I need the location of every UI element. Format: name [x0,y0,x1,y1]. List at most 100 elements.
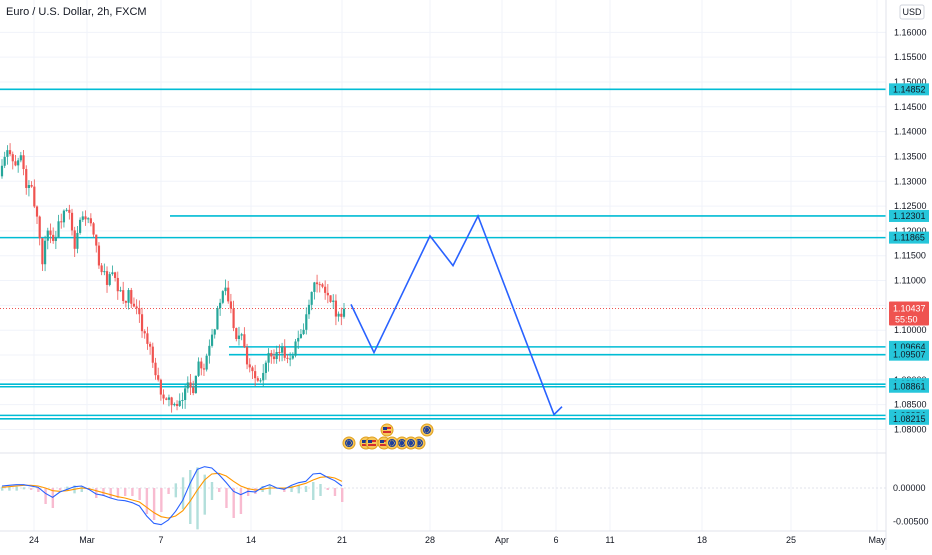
price-tick-label: 1.13500 [894,151,927,161]
macd-histogram-bar [246,488,250,496]
price-tick-label: 1.11500 [894,251,926,261]
macd-signal-line [1,472,343,519]
candle-body [30,185,33,187]
candle-body [205,355,208,370]
macd-histogram-bar [8,486,11,491]
macd-histogram-bar [283,488,286,492]
candle-body [184,388,187,400]
level-tag [889,412,929,425]
macd-histogram-bar [29,488,33,490]
candle-body [324,286,327,293]
candle-body [186,382,189,389]
candle-body [262,372,265,381]
candle-body [6,150,9,157]
macd-histogram-bar [181,477,185,510]
candle-body [22,155,25,170]
macd-histogram-bar [80,486,83,492]
currency-label: USD [902,7,922,17]
candle-body [97,245,101,266]
candle-body [229,301,232,309]
macd-histogram-bar [290,486,293,492]
candle-body [111,272,114,275]
candle-body [299,334,303,338]
macd-histogram-bar [160,488,163,512]
candle-body [297,337,300,342]
macd-histogram-bar [167,488,170,494]
candle-body [116,277,119,292]
candle-body [100,265,103,273]
candle-body [159,379,162,395]
candle-body [70,212,74,231]
price-tick-label: 1.12500 [894,201,927,211]
horizontal-levels[interactable] [0,88,886,420]
forecast-path[interactable] [350,214,563,417]
macd-histogram-bar [66,486,69,491]
eur-event-icon[interactable] [385,436,399,450]
macd-histogram-bar [210,482,214,500]
candle-body [27,185,31,188]
candle-body [65,209,68,211]
candle-body [280,346,284,353]
candle-body [62,210,66,223]
candle-body [33,186,36,207]
candle-body [283,346,286,358]
macd-histogram-bar [225,488,228,508]
usd-event-icon[interactable] [365,436,379,450]
candle-body [251,367,254,372]
macd-histogram-bar [116,488,120,498]
candle-body [170,397,173,406]
candle-body [149,343,152,347]
eur-event-icon[interactable] [420,423,434,437]
candle-body [192,387,195,394]
macd-histogram-bar [254,488,257,494]
eur-event-icon[interactable] [342,436,356,450]
candle-body [197,361,200,376]
price-tick-label: 1.11000 [894,276,926,286]
candle-body [289,358,292,360]
macd-histogram-bar [232,488,235,518]
candle-body [291,355,294,359]
time-tick-label: Apr [495,535,509,545]
time-tick-label: 21 [337,535,347,545]
candle-body [52,234,55,241]
level-tags: 1.148521.123011.118651.096641.095071.089… [889,83,929,425]
price-tick-label: 1.08500 [894,400,927,410]
candle-body [89,218,92,224]
price-tick-label: 1.13000 [894,176,927,186]
price-tick-label: 1.08000 [894,424,927,434]
macd-histogram-bar [1,486,4,491]
candle-body [154,362,157,376]
level-tag [889,83,929,96]
candle-body [3,156,6,166]
candle-body [127,290,130,303]
time-tick-label: 25 [786,535,796,545]
candle-body [318,284,321,286]
candle-body [143,331,146,334]
candle-body [202,368,206,370]
time-tick-label: 24 [29,535,39,545]
candle-body [140,314,144,332]
candle-body [57,221,60,238]
candle-body [73,230,76,249]
candle-body [95,234,98,246]
candle-body [210,334,214,346]
level-tag-label: 1.11865 [893,233,925,243]
usd-event-icon[interactable] [380,423,394,437]
macd-histogram-bar [131,488,134,496]
eur-event-icon[interactable] [404,436,418,450]
event-markers[interactable] [342,423,434,450]
time-tick-label: Mar [79,535,95,545]
candle-body [227,287,230,302]
macd-pane [0,466,886,530]
currency-button[interactable] [899,4,925,20]
candle-body [248,364,251,368]
time-tick-label: 18 [697,535,707,545]
time-tick-label: 11 [605,535,614,545]
candle-body [68,209,71,213]
candle-body [124,300,127,303]
candle-body [329,295,332,302]
candle-body [178,400,181,406]
candle-body [235,328,238,340]
candle-body [213,329,216,335]
